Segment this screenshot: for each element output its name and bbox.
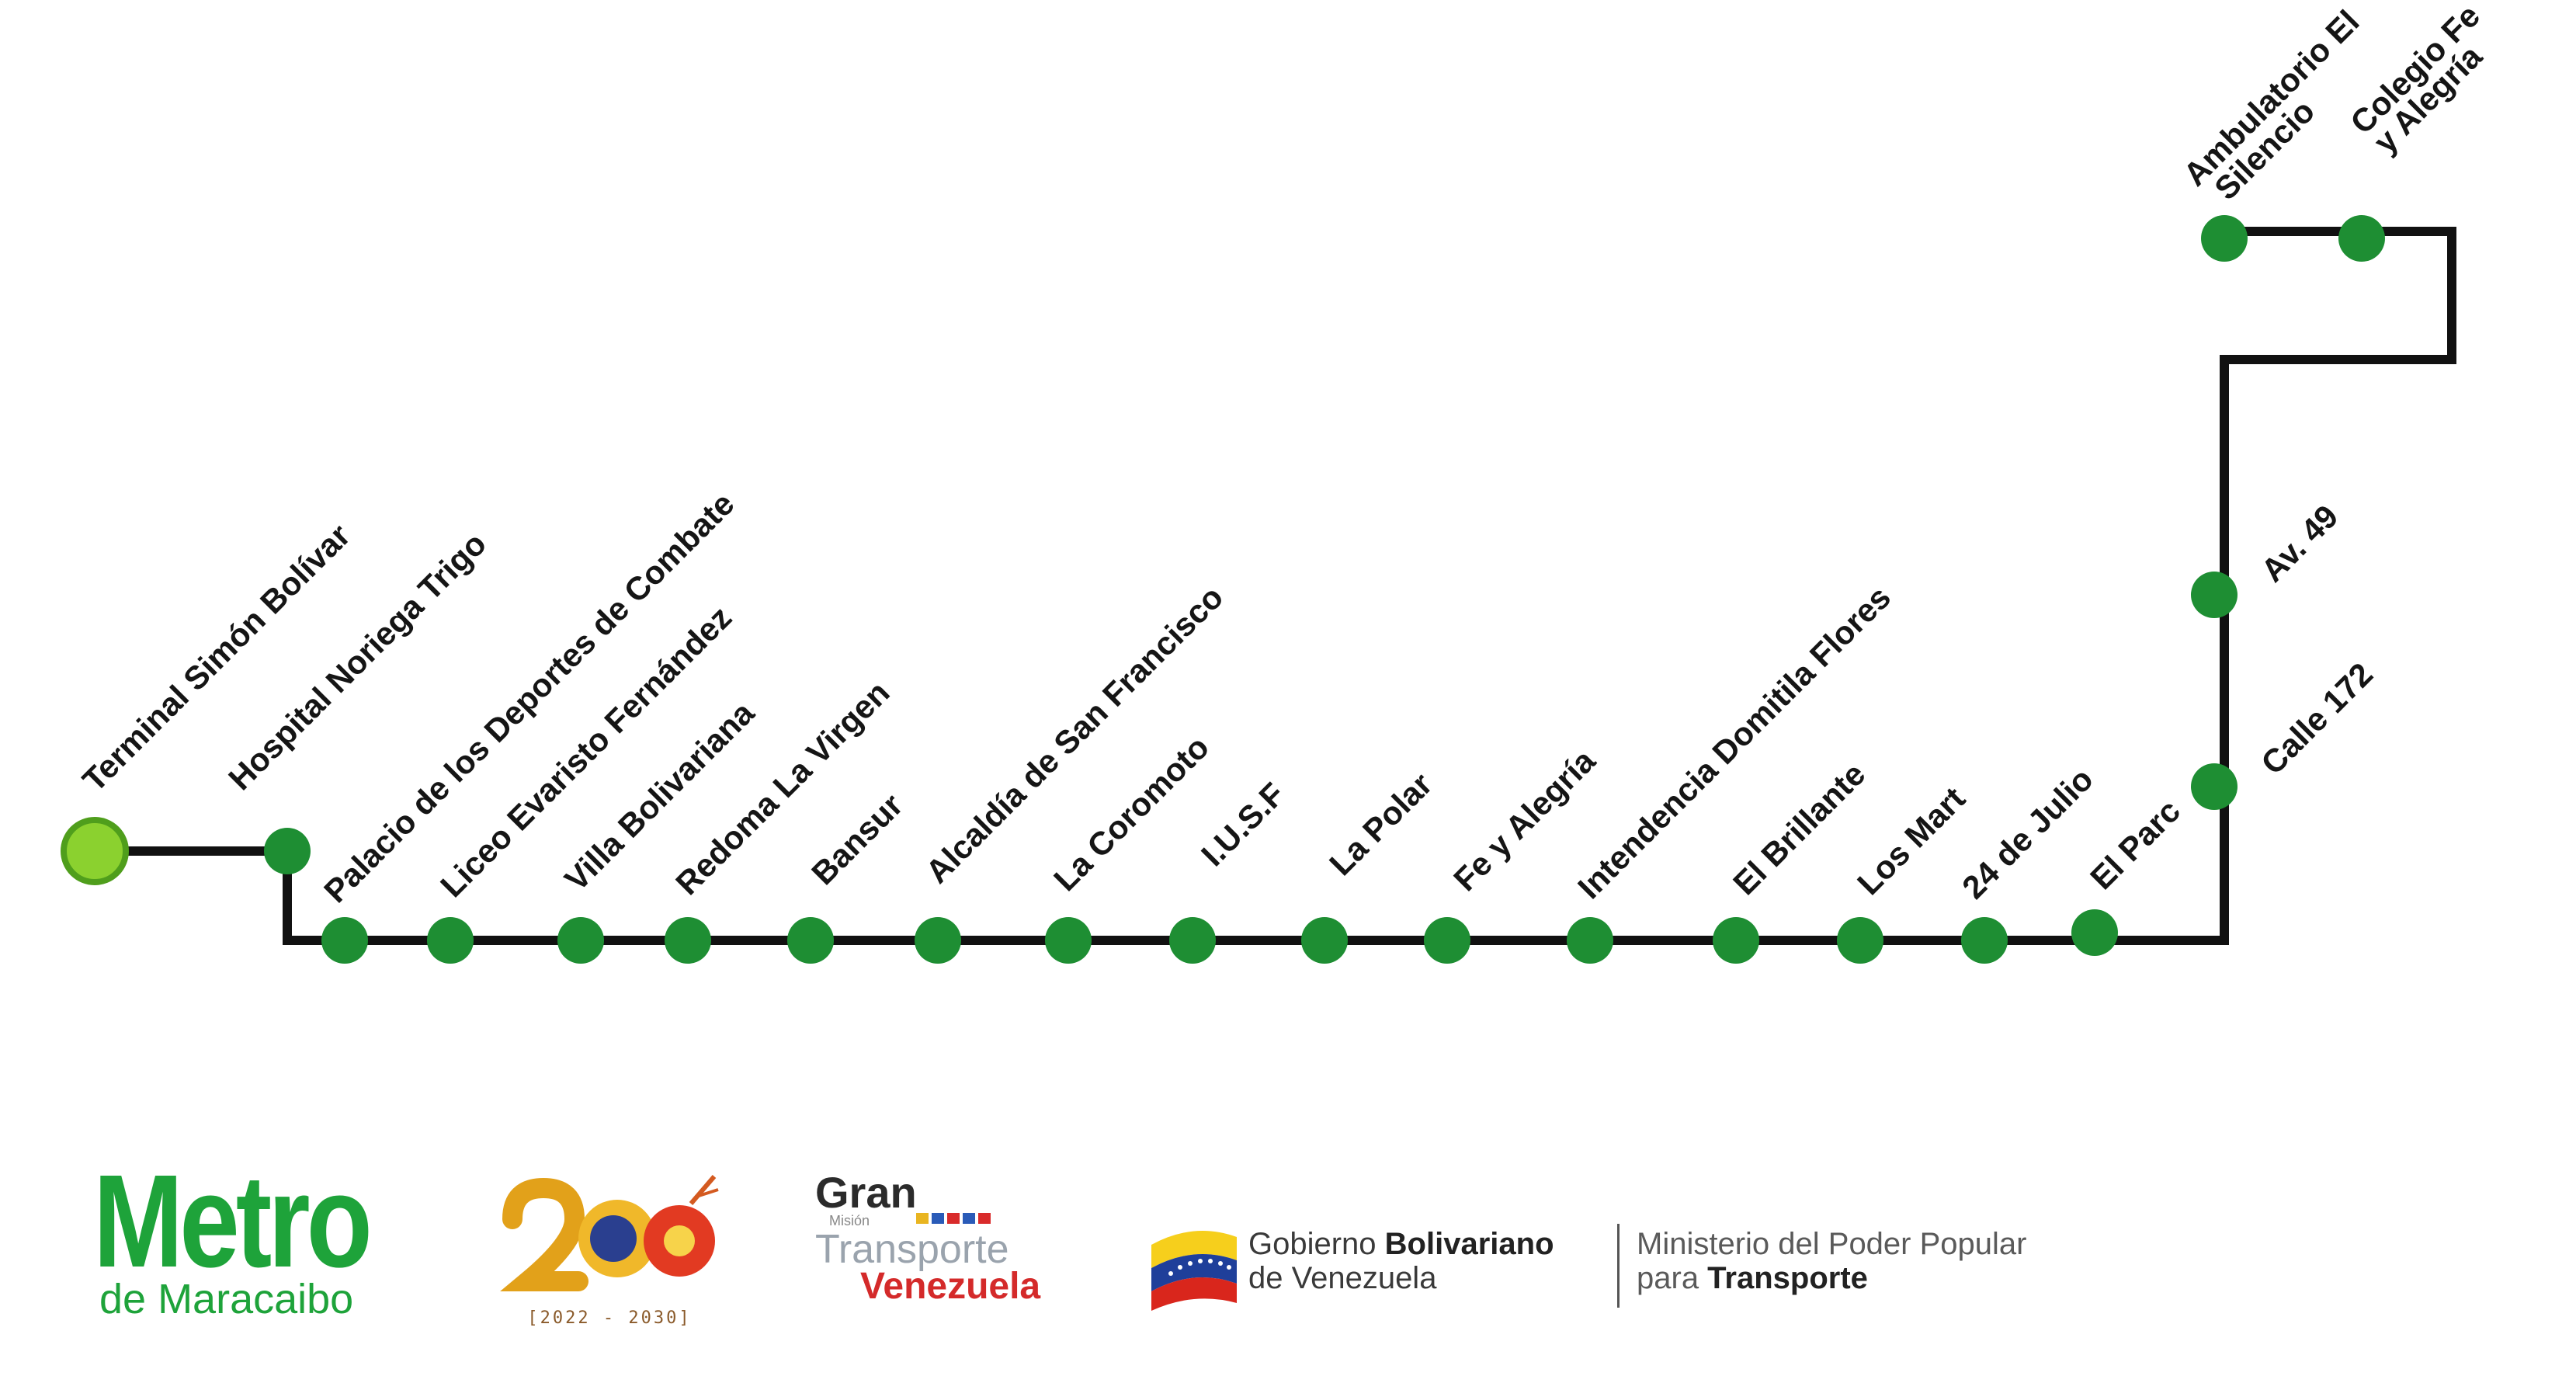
stop-marker [427,917,474,964]
gran-mision-transporte-logo: Gran Misión Transporte Venezuela [815,1168,1056,1328]
logos-footer: Metro de Maracaibo [2022 - 2030] Gran Mi… [0,1118,2576,1351]
stop-marker [321,917,368,964]
stop-marker [2191,572,2238,618]
stop-marker [1567,917,1613,964]
gobierno-line2: de Venezuela [1248,1261,1437,1295]
stop-label: 24 de Julio [1955,761,2100,906]
stop-marker [1045,917,1092,964]
gran-mision-venezuela: Venezuela [860,1266,1041,1307]
stop-marker [1961,917,2008,964]
gobierno-ministerio-logo: Gobierno Bolivariano de Venezuela Minist… [1147,1218,2126,1319]
stop-label: Intendencia Domitila Flores [1571,579,1897,905]
stop-label: La Polar [1322,766,1439,882]
gran-mision-vehicle-icons [916,1213,994,1228]
bicentenario-years: [2022 - 2030] [527,1308,692,1328]
terminal-label: Terminal Simón Bolívar [75,517,357,799]
gobierno-text: Gobierno Bolivariano de Venezuela [1248,1227,1554,1295]
stop-marker [1837,917,1883,964]
logo-divider [1617,1224,1620,1308]
gran-mision-gran: Gran [815,1168,917,1217]
terminal-marker [61,817,129,885]
stop-label: Calle 172 [2254,655,2380,781]
stop-marker [787,917,834,964]
gran-mision-transporte: Transporte [815,1227,1009,1272]
stop-marker [1169,917,1216,964]
stop-marker [557,917,604,964]
stop-label: El Brillante [1726,756,1872,902]
stop-label: Palacio de los Deportes de Combate [317,485,741,910]
stop-marker [1713,917,1759,964]
stop-label: Los Mart [1850,780,1972,902]
stop-label: Redoma La Virgen [668,674,896,902]
stop-label: Bansur [804,787,910,892]
ministerio-text: Ministerio del Poder Popular para Transp… [1637,1227,2026,1295]
venezuela-flag-icon [1151,1231,1237,1311]
gobierno-line1-bold: Bolivariano [1384,1227,1554,1261]
stop-label: Av. 49 [2254,498,2345,589]
metro-logo-word: Metro [93,1148,373,1295]
gobierno-line1: Gobierno [1248,1227,1385,1261]
stop-marker [2338,215,2385,262]
stop-marker [264,828,311,874]
stop-marker [1301,917,1348,964]
bicentenario-emblem-icon [500,1175,719,1291]
stop-marker [1424,917,1470,964]
stop-label: I.U.S.F [1194,776,1292,874]
ministerio-line2: para [1637,1261,1708,1295]
metro-logo-subtitle: de Maracaibo [99,1276,354,1322]
stop-label: El Parc [2083,792,2187,896]
metro-maracaibo-logo: Metro de Maracaibo [93,1148,429,1323]
ministerio-line2-bold: Transporte [1707,1261,1868,1295]
stop-marker [665,917,711,964]
gran-mision-mision: Misión [829,1213,870,1228]
bicentenario-logo: [2022 - 2030] [497,1173,722,1336]
stop-marker [2071,909,2118,956]
stop-marker [2191,763,2238,810]
stop-marker [915,917,961,964]
stop-marker [2201,215,2248,262]
ministerio-line1: Ministerio del Poder Popular [1637,1227,2027,1261]
